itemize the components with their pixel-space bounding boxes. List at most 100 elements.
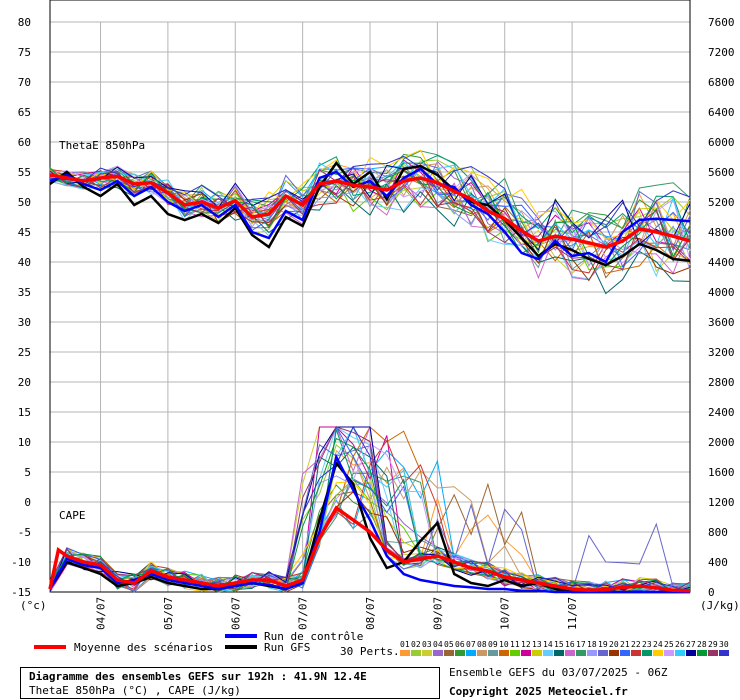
right-tick-label: 4400 — [708, 256, 735, 269]
right-axis-ticks: 0 400 800 1200 1600 2000 2400 2800 3200 3600 4000 4… — [708, 16, 735, 599]
pert-number: 21 — [620, 640, 630, 649]
left-tick-label: 0 — [24, 496, 31, 509]
cape-control-line — [48, 453, 690, 594]
legend-gfs-label: Run GFS — [264, 641, 310, 654]
right-tick-label: 0 — [708, 586, 715, 599]
thetae-pert-24 — [49, 149, 691, 240]
left-tick-label: 80 — [18, 16, 31, 29]
left-tick-label: 60 — [18, 136, 31, 149]
day-label: 09/07 — [431, 597, 444, 630]
pert-swatch — [697, 650, 707, 656]
pert-swatch — [521, 650, 531, 656]
pert-swatch — [631, 650, 641, 656]
pert-swatch — [422, 650, 432, 656]
right-tick-label: 5600 — [708, 166, 735, 179]
legend-control-label: Run de contrôle — [264, 630, 363, 643]
pert-swatch — [708, 650, 718, 656]
pert-swatch — [532, 650, 542, 656]
pert-number: 30 — [719, 640, 729, 649]
left-tick-label: 30 — [18, 316, 31, 329]
right-tick-label: 7200 — [708, 46, 735, 59]
pert-number: 19 — [598, 640, 608, 649]
pert-swatch — [598, 650, 608, 656]
left-tick-label: -10 — [11, 556, 31, 569]
pert-number: 17 — [576, 640, 586, 649]
run-info: Ensemble GEFS du 03/07/2025 - 06Z — [449, 666, 668, 679]
pert-legend: 01 02 03 04 05 06 07 08 09 10 11 12 13 14 15 16 17 18 19 20… — [400, 640, 729, 656]
pert-number: 28 — [697, 640, 707, 649]
pert-swatch — [587, 650, 597, 656]
diagram-subtitle: ThetaE 850hPa (°C) , CAPE (J/kg) — [29, 684, 241, 697]
copyright: Copyright 2025 Meteociel.fr — [449, 685, 628, 698]
pert-swatch — [400, 650, 410, 656]
pert-number: 11 — [510, 640, 520, 649]
day-label: 07/07 — [297, 597, 310, 630]
pert-number: 22 — [631, 640, 641, 649]
pert-swatch — [488, 650, 498, 656]
pert-number: 09 — [488, 640, 498, 649]
pert-swatch — [686, 650, 696, 656]
chart-svg: -15-10-505101520253035404550556065707580… — [11, 0, 740, 658]
day-label: 06/07 — [229, 597, 242, 630]
right-tick-label: 1200 — [708, 496, 735, 509]
pert-number: 25 — [664, 640, 674, 649]
pert-number: 26 — [675, 640, 685, 649]
right-axis-unit: (J/kg) — [700, 599, 740, 612]
pert-swatch — [499, 650, 509, 656]
day-label: 08/07 — [364, 597, 377, 630]
right-tick-label: 6800 — [708, 76, 735, 89]
left-tick-label: 25 — [18, 346, 31, 359]
left-tick-label: -15 — [11, 586, 31, 599]
thetae-pert-30 — [49, 155, 691, 244]
left-tick-label: 5 — [24, 466, 31, 479]
left-tick-label: 35 — [18, 286, 31, 299]
pert-number: 05 — [444, 640, 454, 649]
pert-number: 01 — [400, 640, 410, 649]
pert-swatch — [664, 650, 674, 656]
right-tick-label: 400 — [708, 556, 728, 569]
left-tick-label: 75 — [18, 46, 31, 59]
left-tick-label: 10 — [18, 436, 31, 449]
pert-swatch — [609, 650, 619, 656]
pert-swatch — [620, 650, 630, 656]
legend: Moyenne des scénarios Run de contrôle Ru… — [34, 630, 729, 658]
left-axis-ticks: -15 -10 -5 0 5 10 15 20 25 30 35 40 45 50 55 60 65 70 75 80 — [11, 16, 31, 599]
pert-number: 12 — [521, 640, 531, 649]
pert-number: 03 — [422, 640, 432, 649]
pert-number: 24 — [653, 640, 663, 649]
pert-swatch — [565, 650, 575, 656]
diagram-title-box: Diagramme des ensembles GEFS sur 192h : … — [20, 667, 440, 699]
thetae-mean-line — [49, 173, 691, 249]
pert-swatch — [642, 650, 652, 656]
right-tick-label: 4000 — [708, 286, 735, 299]
pert-number: 14 — [543, 640, 553, 649]
pert-number: 02 — [411, 640, 421, 649]
right-tick-label: 6400 — [708, 106, 735, 119]
left-tick-label: -5 — [18, 526, 31, 539]
left-tick-label: 55 — [18, 166, 31, 179]
right-tick-label: 3600 — [708, 316, 735, 329]
pert-swatch — [444, 650, 454, 656]
pert-swatch — [543, 650, 553, 656]
diagram-title: Diagramme des ensembles GEFS sur 192h : … — [29, 670, 367, 683]
pert-number: 08 — [477, 640, 487, 649]
thetae-gfs-line — [49, 160, 691, 267]
right-tick-label: 3200 — [708, 346, 735, 359]
pert-number: 16 — [565, 640, 575, 649]
plot-frame — [49, 0, 691, 593]
left-tick-label: 40 — [18, 256, 31, 269]
legend-perts-label: 30 Perts. — [340, 645, 400, 658]
thetae-series-label: ThetaE 850hPa — [59, 139, 145, 152]
pert-number: 07 — [466, 640, 476, 649]
pert-swatch — [576, 650, 586, 656]
right-tick-label: 800 — [708, 526, 728, 539]
pert-swatch — [477, 650, 487, 656]
left-tick-label: 50 — [18, 196, 31, 209]
pert-swatch — [510, 650, 520, 656]
pert-swatch — [466, 650, 476, 656]
legend-mean-label: Moyenne des scénarios — [74, 641, 213, 654]
cape-series-label: CAPE — [59, 509, 86, 522]
pert-number: 29 — [708, 640, 718, 649]
right-tick-label: 2000 — [708, 436, 735, 449]
